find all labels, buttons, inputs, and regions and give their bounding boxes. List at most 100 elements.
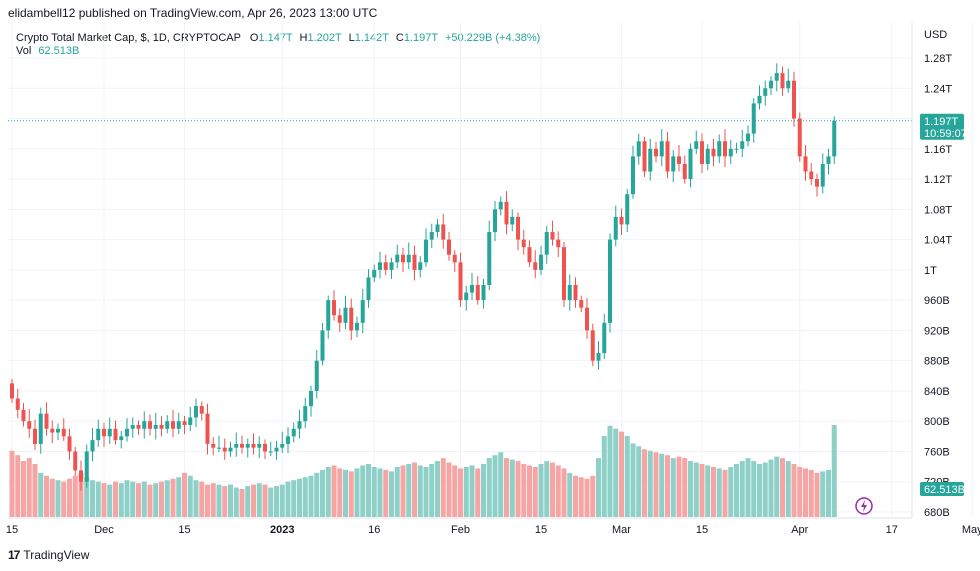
volume-bar — [406, 464, 412, 517]
date-tick: 15 — [696, 524, 708, 536]
volume-bar — [49, 478, 55, 517]
candle-body — [705, 148, 710, 164]
candle-body — [366, 277, 371, 301]
volume-bar — [412, 462, 417, 517]
candle-body — [567, 285, 572, 301]
volume-bar — [153, 483, 159, 517]
candle-body — [636, 141, 641, 157]
candle-body — [510, 216, 515, 225]
candle-body — [378, 262, 382, 270]
volume-bar — [9, 450, 15, 517]
volume-bar — [578, 477, 584, 517]
volume-bar — [84, 477, 90, 517]
volume-bar — [573, 475, 578, 517]
date-tick: 16 — [368, 524, 380, 536]
candle-body — [73, 451, 78, 471]
candle-body — [429, 232, 434, 240]
volume-bar — [343, 469, 348, 517]
candle-body — [395, 254, 400, 263]
candle-body — [309, 390, 313, 407]
volume-bar — [297, 478, 302, 517]
candle-body — [217, 447, 221, 449]
volume-bar — [38, 472, 44, 517]
candle-body — [774, 73, 779, 81]
volume-bars — [9, 425, 837, 517]
candle-body — [251, 443, 256, 448]
candle-body — [613, 216, 618, 240]
candle-body — [326, 300, 331, 331]
candle-body — [631, 156, 635, 195]
volume-bar — [233, 487, 239, 517]
price-tick: 800B — [924, 416, 950, 428]
volume-bar — [469, 465, 475, 517]
volume-bar — [348, 471, 354, 517]
volume-bar — [187, 475, 193, 517]
volume-bar — [251, 484, 256, 517]
volume-bar — [613, 428, 619, 517]
candle-body — [194, 406, 198, 418]
candle-body — [700, 141, 704, 164]
candle-body — [740, 141, 745, 149]
candle-body — [539, 254, 543, 270]
price-chart[interactable]: USD 1.28T1.24T1.20T1.16T1.12T1.08T1.04T1… — [0, 0, 980, 545]
candle-body — [263, 443, 267, 452]
volume-bar — [107, 484, 113, 517]
volume-bar — [141, 481, 147, 517]
price-tick: 880B — [924, 356, 950, 368]
volume-bar — [256, 483, 262, 517]
publisher-info: elidambell12 published on TradingView.co… — [8, 6, 378, 20]
volume-bar — [435, 461, 440, 517]
time-axis[interactable]: 15 Dec 15 2023 16 Feb 15 Mar 15 Apr 17 May — [6, 524, 980, 536]
volume-bar — [757, 464, 762, 517]
volume-bar — [360, 465, 366, 517]
volume-bar — [676, 456, 682, 517]
price-tick: 1.08T — [924, 204, 952, 216]
close-value: 1.197T — [403, 32, 438, 44]
candle-body — [332, 300, 336, 316]
volume-bar — [262, 484, 268, 517]
volume-bar — [308, 475, 314, 517]
candle-body — [107, 428, 112, 437]
volume-bar — [55, 480, 61, 517]
last-price-tag: 1.197T 10:59:07 — [920, 113, 967, 140]
candle-body — [171, 421, 175, 429]
volume-bar — [458, 468, 463, 517]
price-tick: 840B — [924, 386, 950, 398]
volume-bar — [320, 469, 325, 517]
volume-bar — [302, 477, 308, 517]
candle-body — [159, 424, 164, 429]
date-tick: 15 — [178, 524, 190, 536]
volume-bar — [95, 481, 101, 517]
candle-body — [286, 436, 290, 444]
candle-body — [717, 141, 722, 157]
candle-body — [786, 80, 791, 89]
date-tick: Feb — [451, 524, 470, 536]
volume-bar — [739, 461, 745, 517]
candle-body — [556, 239, 561, 248]
date-tick: 2023 — [270, 524, 294, 536]
volume-bar — [803, 468, 808, 517]
candle-body — [625, 194, 630, 225]
volume-bar — [67, 478, 72, 517]
candle-body — [527, 247, 532, 263]
volume-label: Vol — [16, 45, 32, 57]
volume-bar — [532, 466, 538, 517]
tradingview-branding[interactable]: 17 TradingView — [8, 548, 89, 562]
volume-bar — [659, 453, 665, 517]
price-tick: 760B — [924, 446, 950, 458]
lightning-icon[interactable] — [855, 497, 873, 515]
volume-bar — [831, 425, 837, 517]
volume-bar — [216, 484, 222, 517]
price-tick: 1.24T — [924, 83, 952, 95]
candle-body — [412, 254, 417, 270]
volume-bar — [118, 483, 124, 517]
volume-bar — [463, 466, 469, 517]
volume-tag: 62.513B — [920, 482, 965, 496]
candle-body — [619, 216, 624, 225]
candle-body — [751, 103, 756, 134]
volume-bar — [596, 458, 601, 517]
candlesticks — [10, 63, 837, 491]
candle-body — [27, 421, 32, 429]
candle-body — [723, 141, 727, 157]
candle-body — [125, 428, 129, 437]
